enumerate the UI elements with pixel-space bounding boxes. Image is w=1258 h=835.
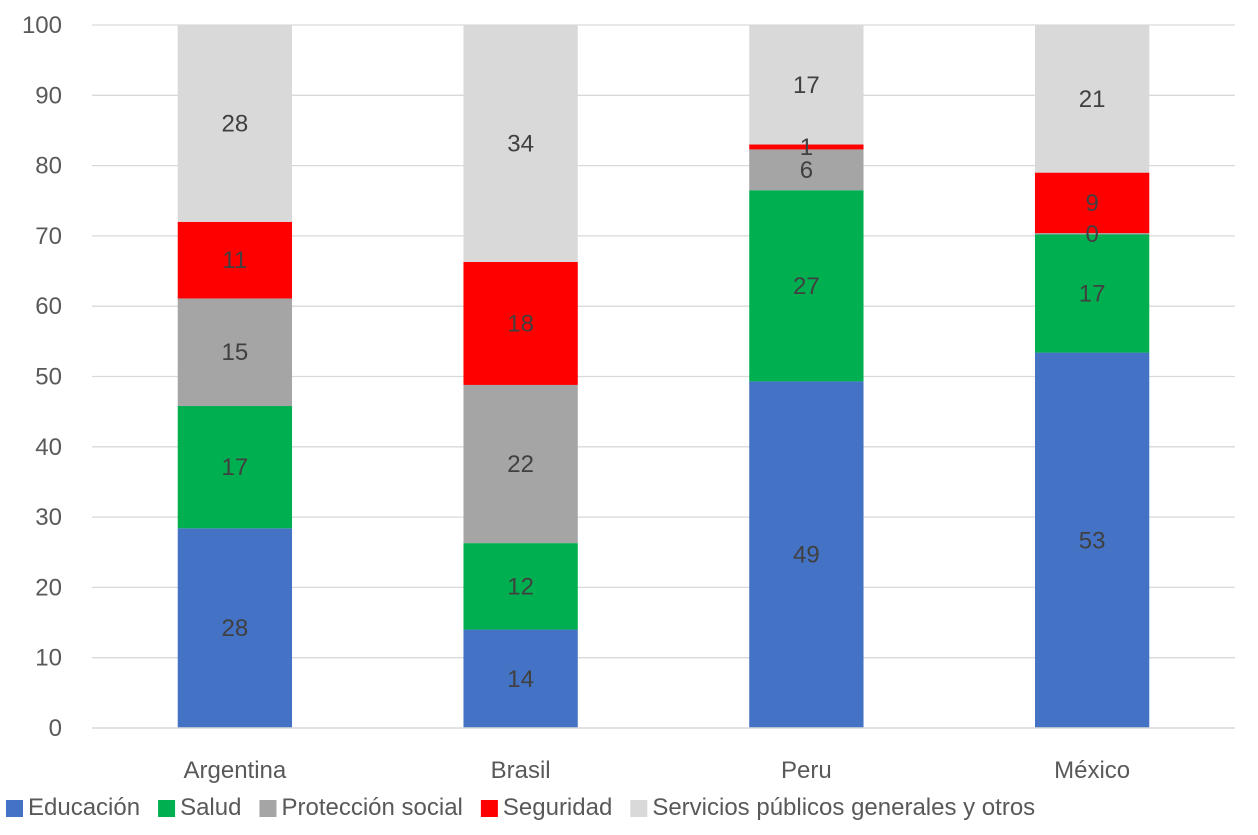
x-tick-label: Brasil [491,757,551,784]
data-label-argentina-proteccion-social: 15 [222,339,249,366]
bar-segment-peru-proteccion-social [749,149,864,191]
y-tick-label: 80 [35,153,62,180]
legend-label-proteccion-social: Protección social [281,794,462,821]
x-tick-label: Peru [781,757,832,784]
legend-swatch-servicios-publicos-generales-y-otros [630,800,648,817]
data-label-peru-seguridad: 1 [800,134,813,161]
legend-label-seguridad: Seguridad [503,794,612,821]
bar-segment-mexico-proteccion-social [1034,233,1150,235]
data-label-argentina-educacion: 28 [222,615,249,642]
data-labels: 28 17 15 11 28 14 12 22 18 34 49 27 61 17 53 17 0 9 21 [222,72,1106,693]
legend-label-educacion: Educación [28,794,140,821]
y-tick-label: 100 [22,12,62,39]
legend-swatch-seguridad [480,800,498,817]
bar-segment-argentina-educacion [177,528,293,728]
y-tick-label: 40 [35,434,62,461]
y-tick-label: 90 [35,82,62,109]
bar-segment-mexico-salud [1034,234,1150,353]
legend-label-servicios-publicos-generales-y-otros: Servicios públicos generales y otros [652,794,1035,821]
y-tick-label: 0 [49,715,62,742]
data-label-mexico-salud: 17 [1079,281,1106,308]
data-label-mexico-educacion: 53 [1079,527,1106,554]
data-label-brasil-salud: 12 [507,573,534,600]
legend-swatch-salud [158,800,176,817]
y-tick-label: 60 [35,293,62,320]
data-label-argentina-servicios-publicos-generales-y-otros: 28 [222,110,249,137]
bars [177,25,1150,728]
data-label-peru-proteccion-social: 6 [800,157,813,184]
y-tick-label: 30 [35,504,62,531]
y-tick-label: 70 [35,223,62,250]
bar-segment-peru-seguridad [749,144,864,150]
y-tick-label: 50 [35,364,62,391]
legend-swatch-educacion [6,800,23,817]
bar-segment-brasil-salud [463,543,578,630]
bar-segment-brasil-servicios-publicos-generales-y-otros [463,25,578,262]
data-label-mexico-servicios-publicos-generales-y-otros: 21 [1079,86,1106,113]
bar-segment-argentina-salud [177,406,293,529]
bar-segment-mexico-seguridad [1034,172,1150,234]
y-tick-label: 10 [35,645,62,672]
bar-segment-argentina-servicios-publicos-generales-y-otros [177,25,293,222]
legend-swatch-proteccion-social [259,800,277,817]
y-tick-label: 20 [35,574,62,601]
legend-label-salud: Salud [180,794,241,821]
data-label-argentina-seguridad: 11 [222,247,247,274]
bar-segment-brasil-seguridad [463,261,578,385]
data-label-peru-servicios-publicos-generales-y-otros: 17 [793,72,820,99]
data-label-brasil-servicios-publicos-generales-y-otros: 34 [507,130,534,157]
x-tick-label: Argentina [184,757,287,784]
x-tick-label: México [1054,757,1130,784]
bar-segment-peru-servicios-publicos-generales-y-otros [749,25,864,145]
bar-segment-mexico-servicios-publicos-generales-y-otros [1034,25,1150,173]
bar-segment-mexico-educacion [1034,352,1150,728]
bar-segment-peru-salud [749,190,864,382]
data-label-brasil-educacion: 14 [507,666,534,693]
data-label-peru-educacion: 49 [793,542,820,569]
bar-segment-argentina-seguridad [177,221,293,299]
data-label-mexico-proteccion-social: 0 [1085,221,1098,248]
data-label-brasil-seguridad: 18 [507,310,534,337]
bar-segment-brasil-proteccion-social [463,384,578,544]
bar-segment-peru-educacion [749,381,864,728]
bar-segment-brasil-educacion [463,629,578,728]
legend: Educación Salud Protección social Seguridad… [6,794,1035,821]
bar-segment-argentina-proteccion-social [177,298,293,407]
data-label-mexico-seguridad: 9 [1085,190,1098,217]
data-label-peru-salud: 27 [793,273,820,300]
data-label-brasil-proteccion-social: 22 [507,451,534,478]
data-label-argentina-salud: 17 [222,454,249,481]
